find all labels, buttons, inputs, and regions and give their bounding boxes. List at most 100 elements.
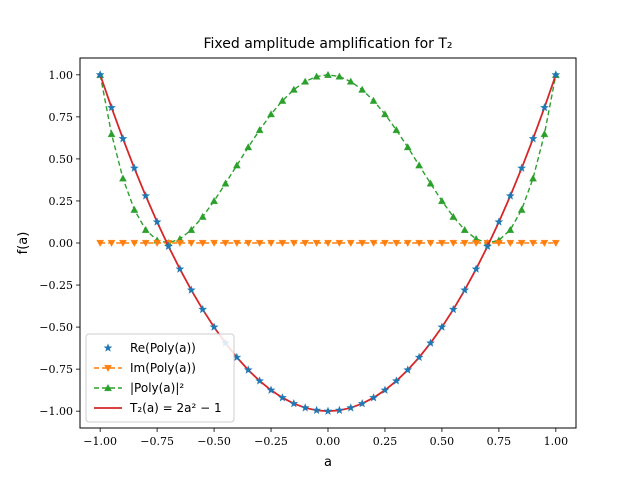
data-point [551, 70, 561, 79]
data-point [221, 239, 230, 247]
x-tick-label: 0.00 [316, 435, 341, 448]
data-point [346, 403, 356, 412]
data-point [438, 239, 446, 247]
data-point [278, 239, 287, 247]
data-point [540, 239, 549, 247]
data-point [312, 239, 321, 247]
data-point [334, 405, 344, 415]
data-point [391, 376, 401, 385]
data-point [118, 134, 128, 143]
legend-label: Re(Poly(a)) [130, 341, 196, 355]
data-point [130, 239, 139, 247]
tick-layer: −1.00 −0.75 −0.50 −0.25 0.00 0.25 0.50 0.75 1.00… [39, 69, 568, 448]
data-point [96, 239, 105, 247]
data-point [381, 110, 389, 118]
data-point [130, 205, 139, 213]
y-tick-label: 0.75 [49, 111, 74, 124]
data-point [255, 239, 264, 247]
data-point [494, 217, 504, 226]
data-point [210, 239, 218, 247]
data-point [426, 239, 435, 247]
data-point [278, 96, 287, 104]
data-point [529, 239, 537, 247]
data-point [95, 70, 105, 79]
data-point [381, 239, 389, 247]
data-point [243, 365, 253, 374]
data-point [267, 110, 275, 118]
data-point [278, 393, 287, 402]
data-point [403, 143, 412, 151]
data-point [289, 85, 298, 93]
x-tick-label: 1.00 [544, 435, 569, 448]
data-point [107, 102, 116, 112]
data-point [392, 126, 401, 134]
data-point [415, 239, 423, 247]
legend-label: T₂(a) = 2a² − 1 [129, 401, 222, 415]
data-point [119, 239, 127, 247]
plot-layer [95, 70, 561, 415]
data-point [551, 239, 560, 247]
y-tick-label: −0.50 [39, 321, 73, 334]
data-point [529, 174, 537, 182]
data-point [448, 304, 458, 314]
x-tick-label: −1.00 [83, 435, 117, 448]
data-point [403, 365, 413, 374]
data-point [186, 285, 196, 294]
data-point [255, 126, 264, 134]
legend-entry: |Poly(a)|² [94, 381, 184, 395]
data-point [324, 70, 332, 78]
legend-marker [103, 343, 113, 352]
data-point [471, 264, 481, 273]
data-point [335, 239, 344, 247]
data-point [449, 212, 458, 220]
data-point [152, 217, 162, 226]
data-point [301, 239, 310, 247]
data-point [369, 96, 378, 104]
data-point [141, 225, 150, 233]
data-point [506, 225, 515, 233]
x-tick-label: −0.25 [254, 435, 288, 448]
data-point [323, 406, 333, 415]
data-point [119, 174, 127, 182]
data-point [346, 77, 355, 85]
data-point [210, 197, 218, 204]
data-point [472, 239, 480, 247]
data-point [176, 239, 184, 247]
data-point [209, 322, 219, 331]
y-tick-label: 0.50 [49, 153, 74, 166]
legend-box [85, 333, 235, 423]
data-point [107, 130, 116, 138]
data-point [438, 197, 446, 204]
x-tick-label: 0.50 [430, 435, 455, 448]
y-tick-label: 0.00 [49, 237, 74, 250]
legend-label: Im(Poly(a)) [130, 361, 196, 375]
data-point [358, 239, 367, 247]
data-point [198, 212, 207, 220]
y-axis-label: f(a) [16, 232, 31, 255]
data-point [141, 191, 151, 200]
legend: Re(Poly(a)) Im(Poly(a)) |Poly(a)|² T₂(a) = … [85, 333, 235, 423]
y-tick-label: −1.00 [39, 405, 73, 418]
data-point [426, 338, 435, 347]
data-point [449, 239, 458, 247]
data-point [312, 72, 321, 80]
data-point [540, 102, 549, 112]
data-point [301, 77, 310, 85]
data-point [233, 161, 241, 169]
data-point [495, 239, 503, 247]
data-point [460, 225, 469, 233]
legend-marker [104, 384, 112, 392]
x-tick-label: 0.25 [373, 435, 398, 448]
data-point [357, 398, 367, 408]
data-point [505, 191, 515, 200]
data-point [460, 239, 469, 247]
chart-title: Fixed amplitude amplification for T₂ [203, 36, 452, 52]
data-point [198, 304, 208, 314]
y-tick-label: 0.25 [49, 195, 74, 208]
legend-entry: Re(Poly(a)) [103, 341, 196, 355]
data-point [300, 403, 310, 412]
y-tick-label: −0.25 [39, 279, 73, 292]
data-point [129, 163, 139, 172]
